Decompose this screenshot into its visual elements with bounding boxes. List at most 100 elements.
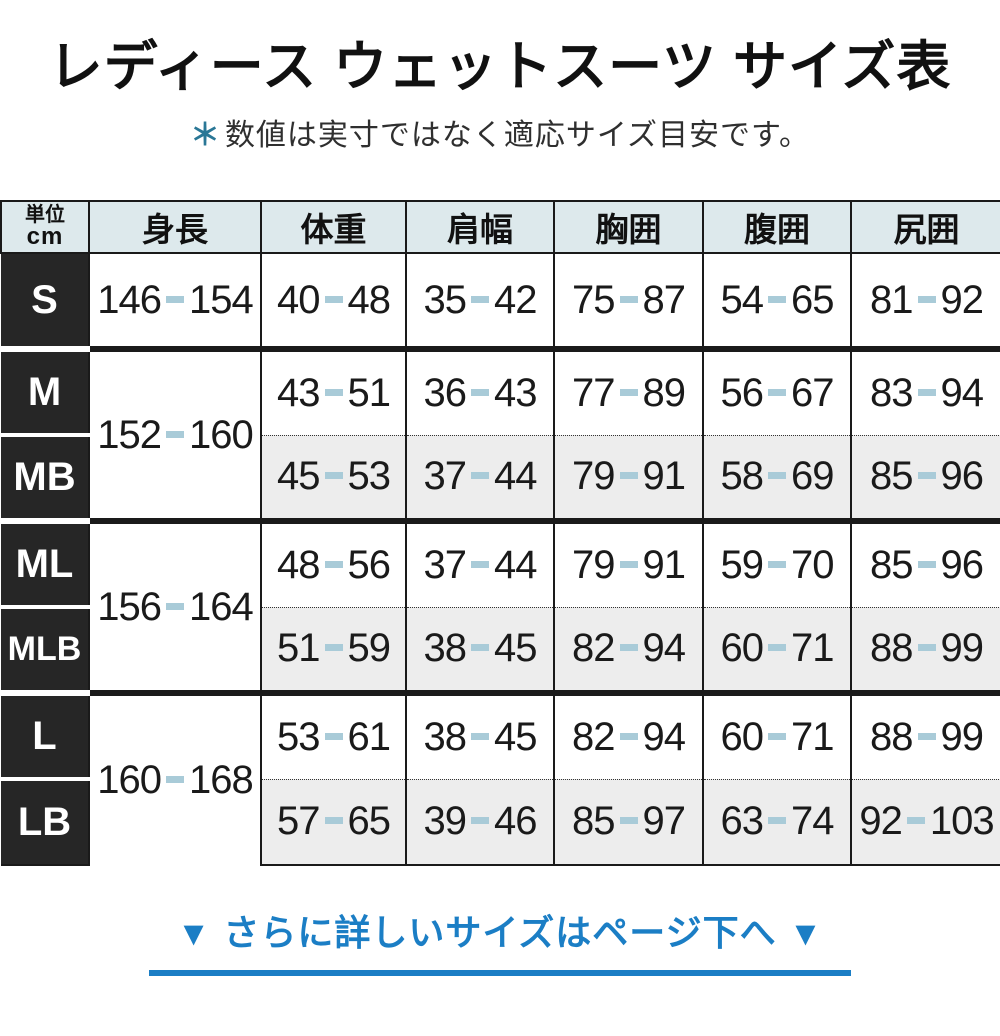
range-min: 75 [572, 277, 615, 322]
range-min: 40 [277, 277, 320, 322]
range-max: 45 [494, 626, 537, 671]
subtitle-text: 数値は実寸ではなく適応サイズ目安です。 [224, 119, 811, 153]
range-min: 53 [277, 714, 320, 759]
range-max: 99 [940, 626, 984, 671]
asterisk-mark: ＊ [189, 119, 221, 153]
height-cell: 152 160 [88, 346, 261, 522]
value-cell: 43 51 [260, 346, 406, 436]
range-max: 70 [791, 542, 834, 587]
column-header: 身長 [88, 200, 262, 255]
range-max: 74 [791, 799, 834, 844]
value-cell: 35 42 [405, 253, 554, 350]
range-dash [619, 472, 638, 480]
range-min: 37 [423, 542, 467, 587]
range-max: 99 [940, 714, 984, 759]
range-dash [324, 560, 343, 568]
column-header: 胸囲 [553, 200, 704, 255]
range-dash [324, 472, 343, 480]
size-cell: M [1, 346, 89, 436]
range-max: 42 [494, 277, 537, 322]
height-cell: 160 168 [88, 690, 261, 866]
table-row: LB 57 65 39 46 85 97 63 74 92 103 [1, 777, 1000, 867]
height-cell: 156 164 [88, 518, 261, 694]
range-max: 67 [791, 370, 834, 415]
unit-value: cm [26, 223, 64, 251]
value-cell: 82 94 [553, 606, 703, 694]
range-max: 168 [189, 758, 254, 803]
subtitle: ＊数値は実寸ではなく適応サイズ目安です。 [0, 110, 1000, 154]
value-cell: 77 89 [553, 346, 703, 436]
range-dash [768, 560, 786, 568]
range-min: 85 [870, 454, 913, 499]
range-dash [917, 295, 936, 303]
range-dash [471, 817, 489, 825]
table-row: M 152 160 43 51 36 43 77 89 56 67 83 94 [1, 346, 1000, 522]
range-min: 85 [572, 799, 615, 844]
range-dash [917, 388, 936, 396]
range-max: 160 [189, 412, 254, 457]
range-dash [768, 644, 786, 652]
unit-cell: 単位 cm [0, 200, 90, 255]
header-row: 単位 cm 身長 体重 肩幅 胸囲 腹囲 尻囲 [0, 200, 1000, 255]
range-dash [166, 602, 184, 610]
range-max: 97 [642, 799, 686, 844]
range-min: 37 [423, 454, 467, 499]
range-dash [324, 732, 343, 740]
range-max: 48 [347, 277, 391, 322]
range-min: 160 [97, 758, 162, 803]
range-max: 43 [494, 370, 537, 415]
range-max: 65 [347, 799, 391, 844]
value-cell: 59 70 [702, 518, 851, 608]
range-dash [917, 472, 936, 480]
range-min: 60 [720, 626, 764, 671]
range-max: 71 [791, 714, 834, 759]
range-max: 71 [791, 626, 834, 671]
value-cell: 85 96 [850, 518, 1000, 608]
range-min: 36 [423, 370, 467, 415]
value-cell: 79 91 [553, 434, 703, 522]
range-min: 156 [97, 584, 162, 629]
value-cell: 51 59 [260, 606, 406, 694]
range-dash [166, 430, 184, 438]
value-cell: 57 65 [260, 778, 406, 867]
range-min: 60 [720, 714, 764, 759]
page-title: レディース ウェットスーツ サイズ表 [48, 37, 952, 97]
range-max: 61 [347, 714, 391, 759]
range-dash [471, 388, 489, 396]
value-cell: 60 71 [702, 606, 851, 694]
range-dash [768, 295, 786, 303]
value-cell: 58 69 [702, 434, 851, 522]
range-dash [619, 817, 638, 825]
column-header: 尻囲 [850, 200, 1000, 255]
range-max: 59 [347, 626, 391, 671]
range-max: 164 [189, 584, 254, 629]
range-dash [917, 644, 936, 652]
range-min: 88 [870, 626, 913, 671]
range-dash [768, 388, 786, 396]
footer-link[interactable]: ▼ さらに詳しいサイズはページ下へ ▼ [148, 904, 852, 977]
range-min: 57 [277, 799, 320, 844]
range-min: 59 [720, 542, 764, 587]
range-max: 94 [642, 626, 686, 671]
height-cell: 146 154 [88, 253, 261, 350]
value-cell: 37 44 [405, 518, 554, 608]
value-cell: 40 48 [260, 253, 406, 350]
range-max: 94 [642, 714, 686, 759]
value-cell: 45 53 [260, 434, 406, 522]
value-cell: 85 96 [850, 434, 1000, 522]
range-min: 45 [277, 454, 320, 499]
value-cell: 39 46 [405, 778, 554, 867]
range-max: 96 [940, 542, 984, 587]
value-cell: 38 45 [405, 690, 554, 780]
range-dash [471, 732, 489, 740]
range-dash [917, 560, 936, 568]
range-dash [471, 295, 489, 303]
range-dash [917, 732, 936, 740]
column-header: 体重 [260, 200, 407, 255]
range-min: 152 [97, 412, 162, 457]
value-cell: 54 65 [702, 253, 851, 350]
range-dash [768, 472, 786, 480]
footer: ▼ さらに詳しいサイズはページ下へ ▼ [0, 904, 1000, 977]
value-cell: 83 94 [850, 346, 1000, 436]
unit-label: 単位 [25, 204, 65, 227]
